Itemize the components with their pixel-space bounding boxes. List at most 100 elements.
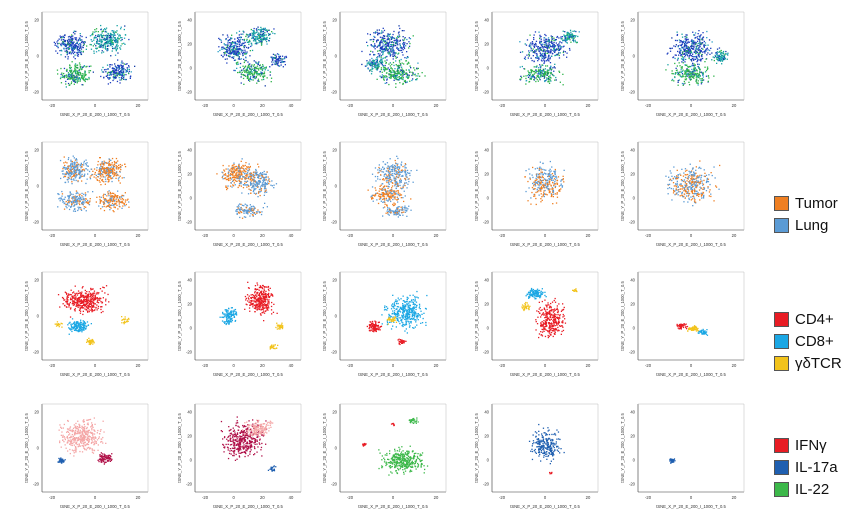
- data-point: [68, 48, 70, 50]
- data-point: [537, 69, 540, 71]
- data-point: [546, 74, 548, 76]
- data-point: [692, 53, 694, 55]
- data-point: [110, 159, 112, 161]
- data-point: [256, 185, 258, 187]
- data-point: [68, 76, 70, 78]
- data-point: [558, 71, 561, 73]
- data-point: [680, 71, 683, 73]
- data-point: [384, 48, 386, 50]
- data-point: [396, 70, 398, 73]
- data-point: [78, 177, 81, 179]
- data-point: [382, 54, 384, 56]
- y-tick-label: 0: [335, 54, 338, 59]
- data-point: [384, 35, 386, 37]
- data-point: [241, 167, 243, 169]
- x-tick-label: 20: [136, 103, 141, 108]
- data-point: [707, 67, 709, 70]
- data-point: [367, 68, 369, 70]
- data-point: [75, 196, 77, 198]
- data-point: [70, 77, 72, 79]
- data-point: [219, 49, 221, 52]
- data-point: [79, 176, 81, 178]
- data-point: [697, 80, 699, 82]
- data-point: [381, 71, 383, 73]
- data-point: [65, 45, 67, 47]
- data-point: [262, 176, 264, 178]
- data-point: [236, 53, 238, 55]
- data-point: [245, 168, 247, 170]
- data-point: [104, 35, 106, 37]
- data-point: [396, 37, 398, 39]
- data-point: [121, 198, 124, 200]
- data-point: [237, 71, 239, 74]
- data-point: [85, 198, 87, 200]
- data-point: [689, 75, 691, 78]
- data-point: [532, 42, 534, 45]
- data-point: [103, 181, 105, 183]
- data-point: [537, 75, 539, 78]
- data-point: [686, 51, 688, 53]
- data-point: [713, 57, 715, 59]
- data-point: [701, 55, 703, 58]
- data-point: [64, 34, 66, 36]
- data-point: [256, 184, 258, 187]
- data-point: [247, 61, 249, 63]
- data-point: [127, 198, 129, 200]
- data-point: [374, 31, 377, 33]
- data-point: [529, 44, 531, 47]
- data-point: [113, 39, 115, 41]
- data-point: [130, 75, 132, 77]
- data-point: [77, 51, 79, 53]
- data-point: [121, 201, 124, 204]
- data-point: [118, 71, 120, 74]
- data-point: [251, 73, 254, 76]
- data-point: [543, 54, 546, 56]
- data-point: [266, 36, 268, 39]
- data-point: [231, 42, 234, 44]
- data-point: [236, 43, 238, 45]
- data-point: [253, 32, 255, 34]
- data-point: [703, 44, 705, 46]
- data-point: [566, 31, 568, 34]
- data-point: [385, 62, 387, 64]
- data-point: [110, 163, 112, 166]
- data-point: [238, 57, 240, 60]
- data-point: [390, 36, 392, 38]
- data-point: [99, 39, 102, 41]
- data-point: [681, 67, 683, 69]
- data-point: [247, 64, 250, 66]
- data-point: [85, 162, 87, 165]
- data-point: [688, 81, 690, 83]
- data-point: [285, 56, 288, 59]
- data-point: [557, 54, 559, 56]
- data-point: [116, 200, 118, 202]
- data-point: [681, 73, 684, 75]
- data-point: [74, 72, 77, 74]
- data-point: [73, 204, 75, 207]
- data-point: [86, 165, 88, 167]
- data-point: [107, 170, 109, 172]
- data-point: [111, 168, 113, 170]
- data-point: [686, 50, 689, 52]
- data-point: [62, 76, 64, 78]
- data-point: [413, 67, 415, 69]
- data-point: [411, 79, 413, 82]
- x-axis-title: tSNE_X_P_20_E_200_I_1000_T_0.5: [358, 112, 428, 117]
- data-point: [388, 46, 391, 48]
- data-point: [110, 36, 112, 38]
- data-point: [389, 74, 391, 76]
- data-point: [247, 166, 249, 169]
- data-point: [682, 41, 684, 43]
- data-point: [81, 180, 83, 182]
- data-point: [532, 70, 535, 73]
- data-point: [260, 41, 263, 43]
- data-point: [377, 39, 379, 41]
- data-point: [389, 52, 391, 54]
- data-point: [256, 171, 258, 173]
- data-point: [109, 176, 112, 178]
- data-point: [123, 67, 125, 70]
- data-point: [557, 46, 560, 48]
- data-point: [236, 46, 239, 48]
- data-point: [403, 45, 405, 47]
- data-point: [382, 43, 384, 45]
